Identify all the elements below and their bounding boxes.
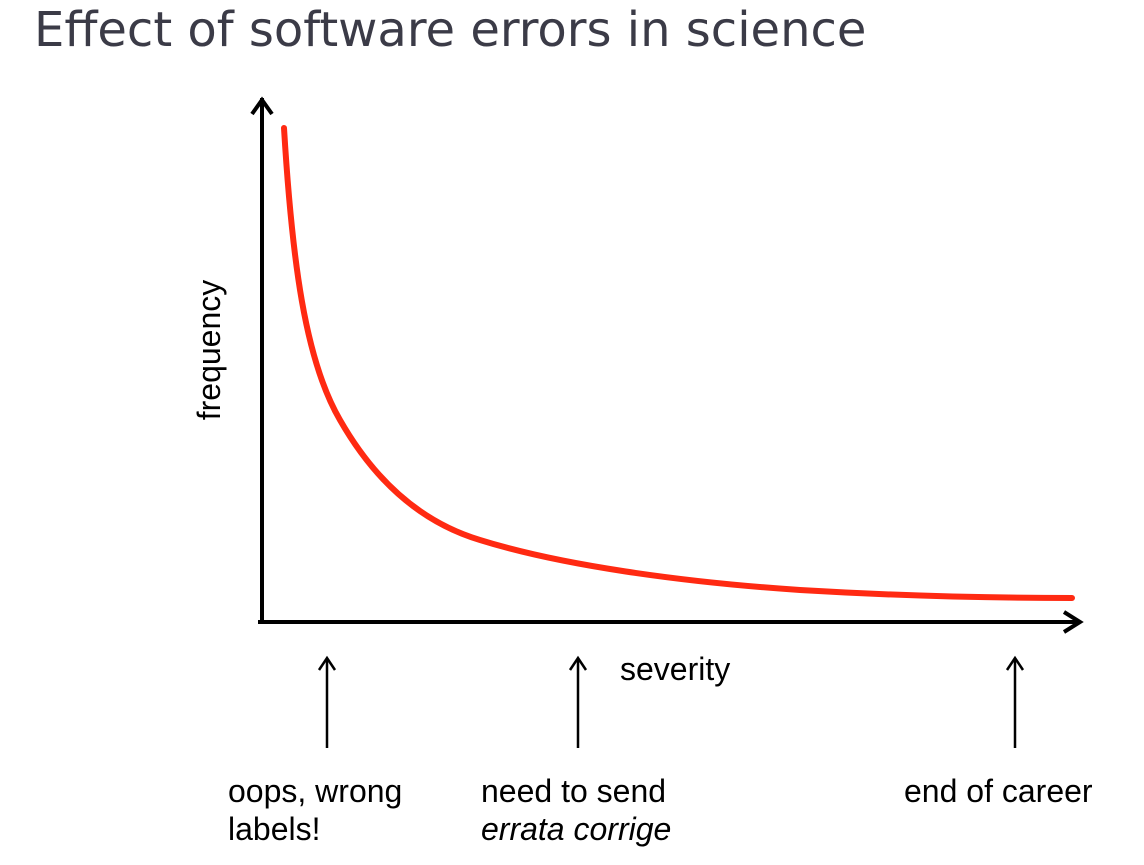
annotation-arrow-icon-2 — [568, 655, 588, 671]
annotation-mid-line2: errata corrige — [481, 811, 672, 847]
annotation-high-line1: end of career — [904, 773, 1093, 809]
y-axis-label: frequency — [191, 280, 227, 421]
annotation-mid-severity: need to send errata corrige — [481, 772, 671, 848]
x-axis-arrow-icon — [1062, 610, 1084, 634]
annotation-low-severity: oops, wrong labels! — [228, 772, 402, 848]
slide-title: Effect of software errors in science — [34, 2, 867, 58]
annotation-arrow-icon-1 — [317, 655, 337, 671]
annotation-mid-line1: need to send — [481, 773, 667, 809]
y-axis-arrow-icon — [250, 96, 274, 116]
annotation-arrow-icon-3 — [1005, 655, 1025, 671]
annotation-high-severity: end of career — [904, 772, 1093, 810]
x-axis-label: severity — [620, 651, 730, 687]
frequency-curve — [281, 125, 1075, 601]
annotation-low-line1: oops, wrong — [228, 773, 403, 809]
annotation-low-line2: labels! — [228, 811, 321, 847]
